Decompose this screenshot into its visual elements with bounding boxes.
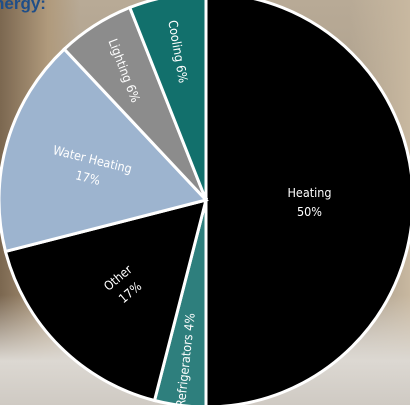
- slice-label-heating: Heating 50%: [287, 185, 331, 219]
- pie-slice-water-heating: [0, 46, 209, 254]
- chart-title: nergy:: [0, 0, 46, 13]
- pie-slice-cooling: [127, 0, 208, 201]
- pie-slice-heating: [204, 0, 410, 405]
- pie-slice-other: [3, 197, 209, 403]
